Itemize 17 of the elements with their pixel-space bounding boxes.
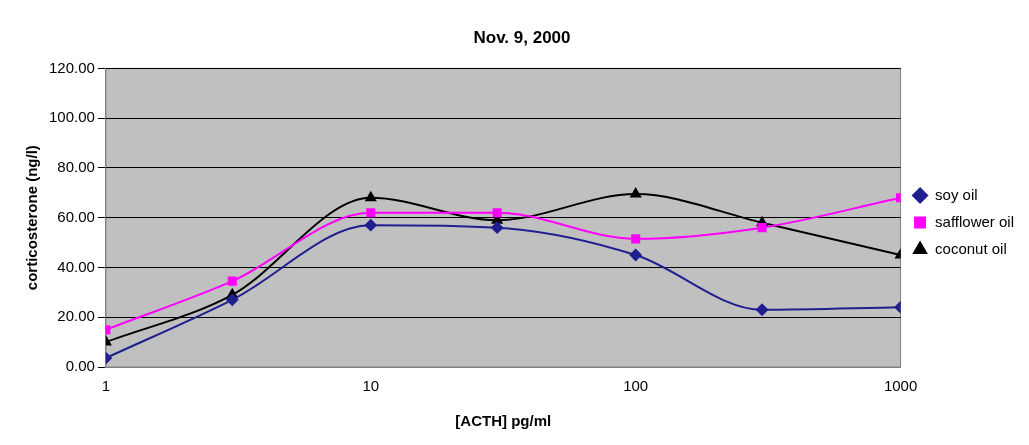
x-tick-label: 1 xyxy=(101,377,111,395)
x-axis-title: [ACTH] pg/ml xyxy=(455,412,552,430)
y-tick-label: 40.00 xyxy=(57,257,95,275)
x-tick-label: 100 xyxy=(623,377,649,395)
y-tick-label: 80.00 xyxy=(57,158,95,176)
legend-label: soy oil xyxy=(935,185,978,203)
chart-title: Nov. 9, 2000 xyxy=(473,27,571,47)
y-tick-label: 0.00 xyxy=(65,357,95,375)
y-tick-label: 60.00 xyxy=(57,207,95,225)
x-tick-label: 10 xyxy=(362,377,380,395)
y-tick-label: 100.00 xyxy=(48,108,95,126)
legend-label: safflower oil xyxy=(935,212,1015,230)
legend-label: coconut oil xyxy=(935,239,1007,257)
y-tick-label: 120.00 xyxy=(48,58,95,76)
x-tick-label: 1000 xyxy=(883,377,918,395)
y-axis-title: corticosterone (ng/l) xyxy=(23,145,41,291)
y-tick-label: 20.00 xyxy=(57,307,95,325)
